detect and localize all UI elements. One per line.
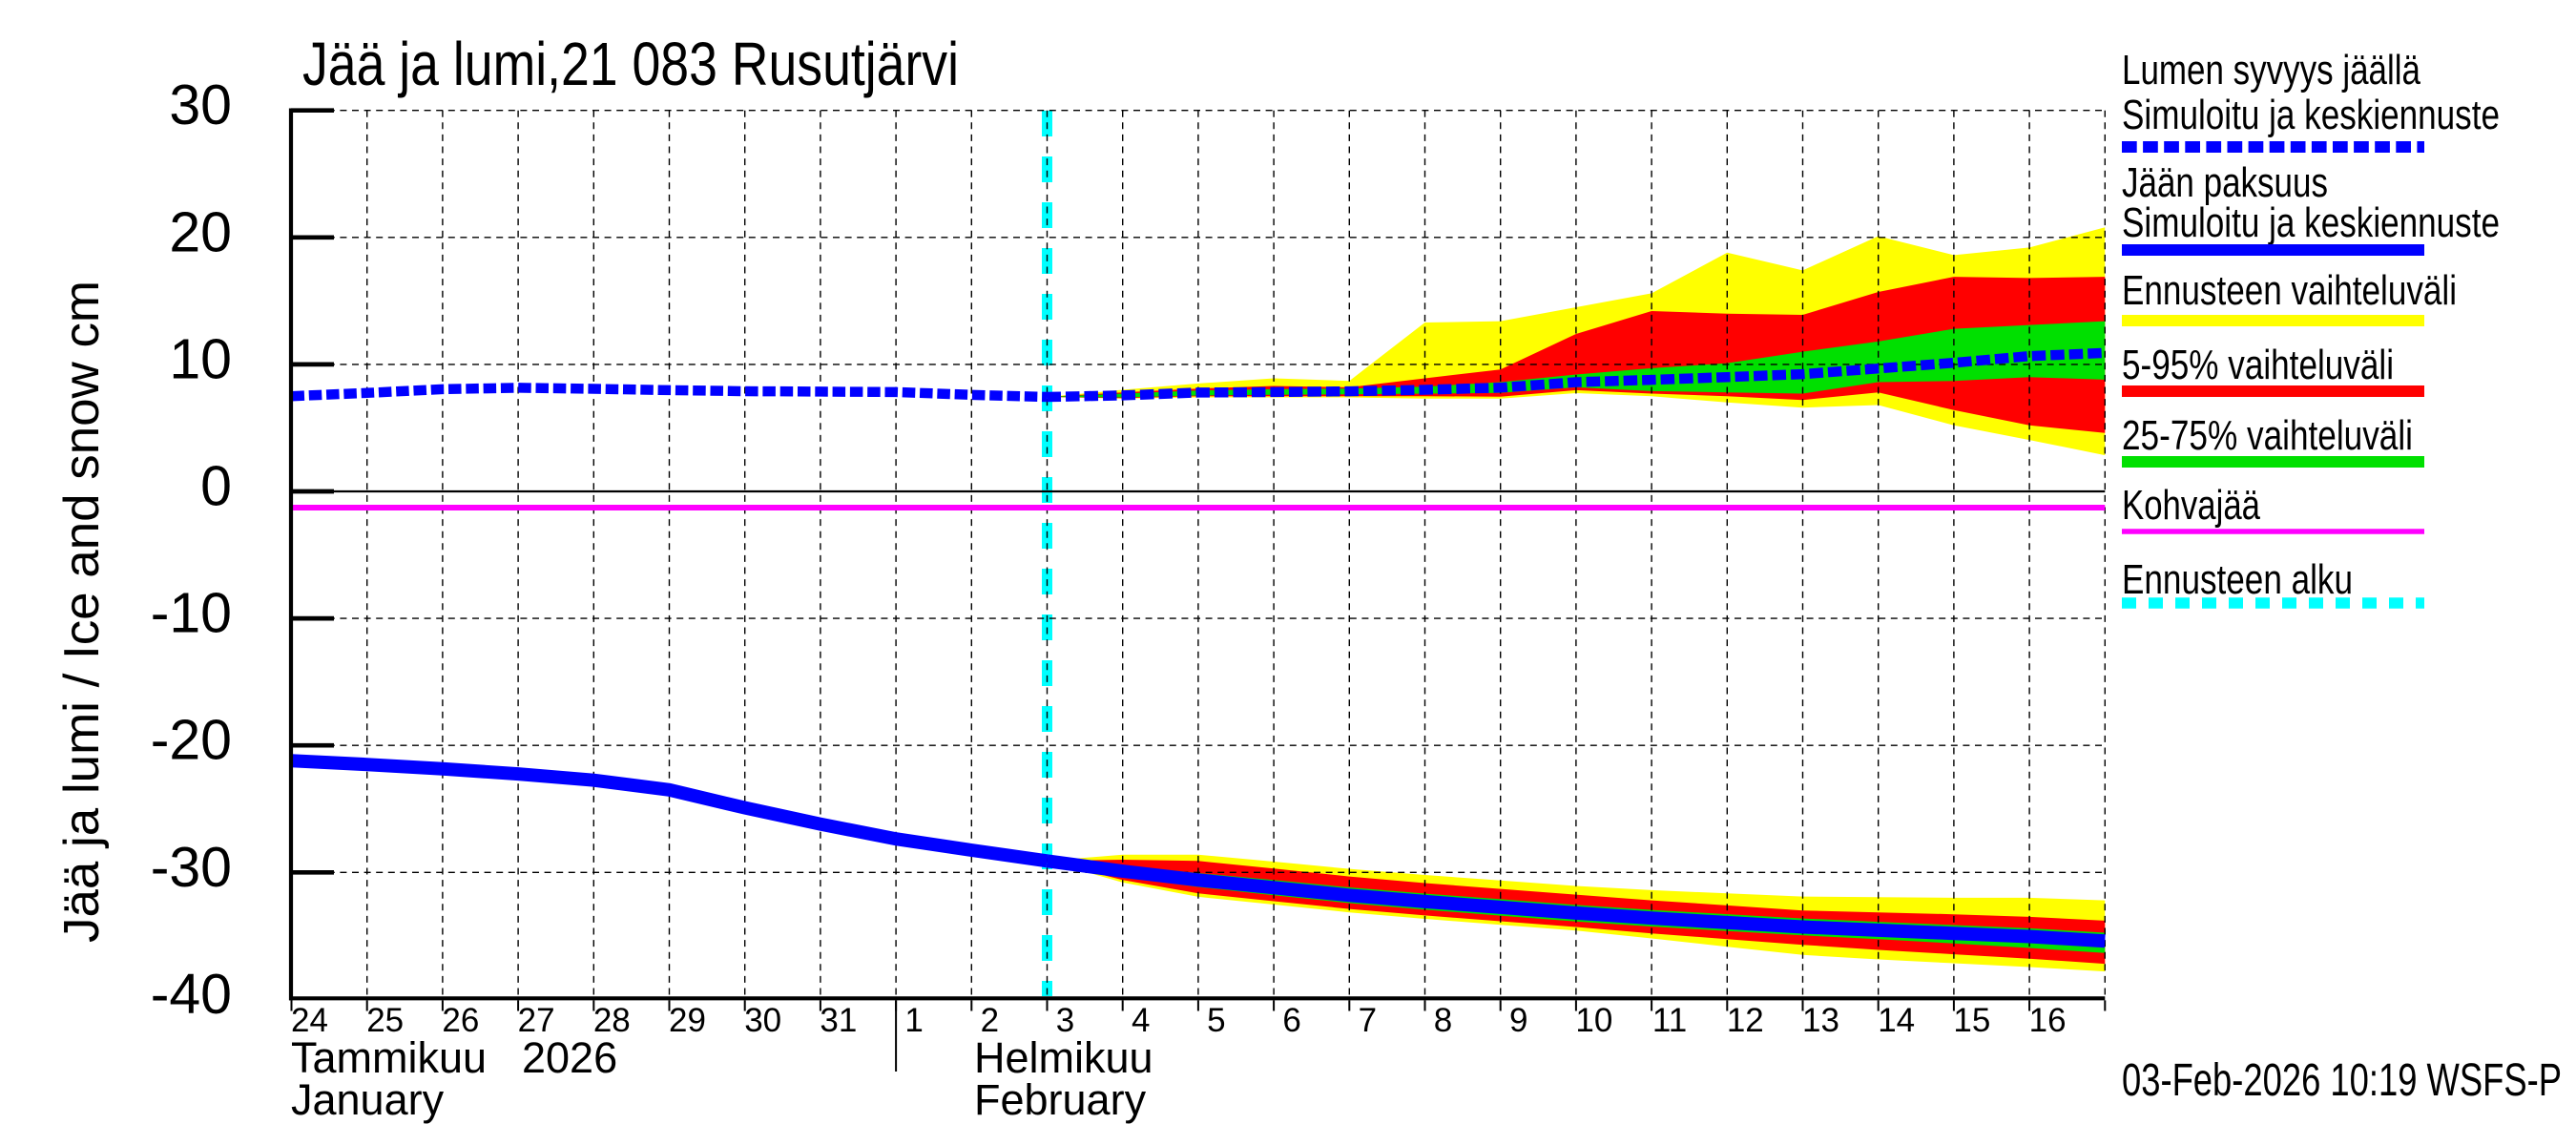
svg-text:27: 27	[518, 1002, 555, 1039]
svg-text:6: 6	[1282, 1002, 1300, 1039]
svg-text:9: 9	[1509, 1002, 1527, 1039]
svg-text:10: 10	[169, 327, 232, 390]
svg-text:1: 1	[904, 1002, 923, 1039]
svg-text:Lumen syvyys jäällä: Lumen syvyys jäällä	[2122, 47, 2420, 94]
svg-text:8: 8	[1434, 1002, 1452, 1039]
svg-text:20: 20	[169, 200, 232, 263]
svg-text:Jää ja lumi / Ice and snow: Jää ja lumi / Ice and snow cm	[54, 281, 110, 943]
svg-text:-30: -30	[151, 836, 232, 899]
svg-text:Simuloitu ja keskiennuste: Simuloitu ja keskiennuste	[2122, 199, 2500, 246]
svg-text:3: 3	[1056, 1002, 1074, 1039]
svg-text:5: 5	[1207, 1002, 1225, 1039]
svg-text:February: February	[974, 1075, 1147, 1124]
svg-text:12: 12	[1727, 1002, 1764, 1039]
svg-text:Jää ja lumi,21 083 Rusutjärvi: Jää ja lumi,21 083 Rusutjärvi	[302, 30, 959, 98]
svg-text:7: 7	[1359, 1002, 1377, 1039]
svg-text:29: 29	[669, 1002, 706, 1039]
svg-text:10: 10	[1575, 1002, 1612, 1039]
svg-text:-40: -40	[151, 963, 232, 1026]
svg-text:-20: -20	[151, 709, 232, 772]
svg-text:January: January	[291, 1075, 445, 1124]
svg-text:14: 14	[1878, 1002, 1915, 1039]
svg-text:Tammikuu: Tammikuu	[291, 1033, 487, 1082]
svg-text:Helmikuu: Helmikuu	[974, 1033, 1153, 1082]
svg-text:15: 15	[1953, 1002, 1990, 1039]
svg-text:25-75% vaihteluväli: 25-75% vaihteluväli	[2122, 412, 2413, 459]
svg-text:0: 0	[200, 455, 232, 518]
svg-text:25: 25	[366, 1002, 404, 1039]
svg-text:28: 28	[593, 1002, 631, 1039]
svg-text:2026: 2026	[522, 1033, 617, 1082]
svg-text:31: 31	[820, 1002, 857, 1039]
svg-text:2: 2	[981, 1002, 999, 1039]
svg-text:03-Feb-2026 10:19 WSFS-P: 03-Feb-2026 10:19 WSFS-P	[2122, 1055, 2562, 1106]
svg-text:16: 16	[2029, 1002, 2067, 1039]
svg-text:5-95% vaihteluväli: 5-95% vaihteluväli	[2122, 342, 2394, 388]
svg-text:Ennusteen vaihteluväli: Ennusteen vaihteluväli	[2122, 267, 2457, 314]
svg-text:Jään paksuus: Jään paksuus	[2122, 159, 2328, 206]
svg-text:Kohvajää: Kohvajää	[2122, 482, 2260, 529]
svg-text:24: 24	[291, 1002, 328, 1039]
svg-text:4: 4	[1132, 1002, 1150, 1039]
svg-text:26: 26	[442, 1002, 479, 1039]
svg-text:30: 30	[744, 1002, 781, 1039]
svg-text:Ennusteen alku: Ennusteen alku	[2122, 556, 2353, 603]
svg-text:30: 30	[169, 73, 232, 136]
svg-text:11: 11	[1652, 1002, 1687, 1039]
svg-text:Simuloitu ja keskiennuste: Simuloitu ja keskiennuste	[2122, 92, 2500, 138]
svg-text:13: 13	[1802, 1002, 1839, 1039]
svg-text:-10: -10	[151, 582, 232, 645]
